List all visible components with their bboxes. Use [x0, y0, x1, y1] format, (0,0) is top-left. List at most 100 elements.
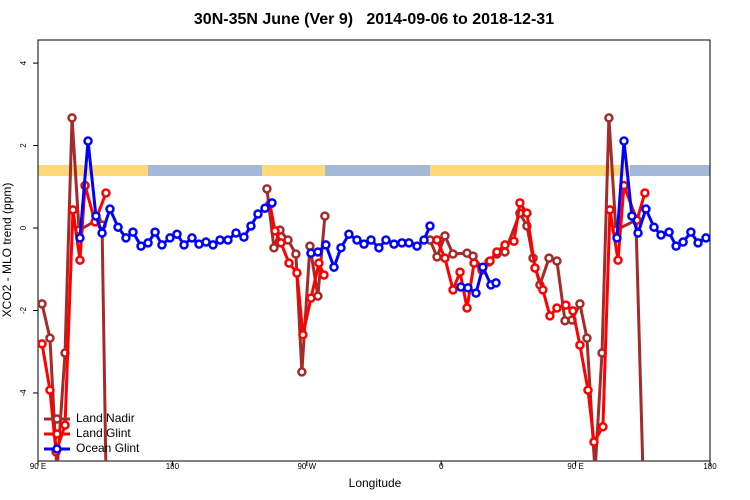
data-point — [440, 253, 450, 263]
plot-frame — [37, 39, 711, 462]
plot-area — [38, 113, 710, 475]
chart-title: 30N-35N June (Ver 9) 2014-09-06 to 2018-… — [194, 11, 554, 28]
x-tick-label: 180 — [166, 462, 180, 471]
land-strip — [262, 165, 325, 176]
x-tick-label: 0 — [439, 462, 444, 471]
data-point — [701, 233, 710, 243]
data-point — [686, 227, 696, 237]
y-tick-label: 2 — [19, 143, 28, 148]
data-point — [471, 288, 481, 298]
data-point — [678, 237, 688, 247]
data-point — [45, 333, 55, 343]
data-point — [269, 243, 279, 253]
data-point — [515, 198, 525, 208]
data-point — [344, 229, 354, 239]
data-point — [45, 385, 55, 395]
data-point — [102, 468, 109, 475]
data-point — [492, 247, 502, 257]
legend-label: Land Nadir — [76, 411, 135, 425]
data-point — [604, 113, 614, 123]
data-point — [298, 330, 308, 340]
data-point — [329, 262, 339, 272]
data-point — [462, 303, 472, 313]
data-point — [432, 235, 442, 245]
x-tick-label: 90 W — [297, 462, 316, 471]
data-point — [575, 340, 585, 350]
data-point — [313, 247, 323, 257]
land-strip — [38, 165, 148, 176]
data-point — [314, 258, 324, 268]
data-point — [320, 211, 330, 221]
data-point — [440, 231, 450, 241]
data-point — [404, 238, 414, 248]
data-point — [270, 226, 280, 236]
data-point — [150, 227, 160, 237]
legend-label: Ocean Glint — [76, 441, 140, 455]
y-tick-label: -2 — [19, 306, 28, 314]
data-point — [545, 311, 555, 321]
data-point — [552, 256, 562, 266]
legend-marker — [52, 429, 62, 439]
data-point — [297, 367, 307, 377]
data-point — [381, 235, 391, 245]
x-tick-label: 90 E — [30, 462, 46, 471]
data-point — [291, 249, 301, 259]
data-point — [582, 333, 592, 343]
data-point — [463, 283, 473, 293]
data-point — [633, 228, 643, 238]
data-point — [187, 233, 197, 243]
data-point — [284, 258, 294, 268]
data-point — [267, 198, 277, 208]
data-point — [157, 240, 167, 250]
data-point — [101, 188, 111, 198]
data-point — [522, 208, 532, 218]
data-point — [208, 240, 218, 250]
legend-label: Land Glint — [76, 426, 131, 440]
data-point — [262, 184, 272, 194]
data-point — [619, 136, 629, 146]
data-point — [412, 241, 422, 251]
data-point — [485, 256, 495, 266]
data-point — [223, 235, 233, 245]
data-point — [321, 240, 331, 250]
data-point — [432, 252, 442, 262]
x-axis-label: Longitude — [349, 476, 402, 490]
data-point — [419, 235, 429, 245]
data-point — [75, 255, 85, 265]
data-point — [306, 293, 316, 303]
data-point — [627, 211, 637, 221]
data-point — [53, 468, 60, 475]
ocean-strip — [38, 165, 710, 176]
data-point — [91, 211, 101, 221]
data-point — [231, 228, 241, 238]
data-point — [656, 230, 666, 240]
data-point — [239, 232, 249, 242]
data-point — [143, 238, 153, 248]
data-point — [592, 468, 599, 475]
x-tick-label: 90 E — [567, 462, 583, 471]
data-point — [478, 262, 488, 272]
data-point — [509, 236, 519, 246]
data-point — [500, 240, 510, 250]
data-point — [292, 268, 302, 278]
data-point — [179, 240, 189, 250]
data-point — [455, 267, 465, 277]
data-point — [561, 300, 571, 310]
data-point — [260, 203, 270, 213]
data-point — [128, 227, 138, 237]
data-point — [544, 253, 554, 263]
data-point — [552, 303, 562, 313]
data-point — [538, 285, 548, 295]
legend-marker — [52, 444, 62, 454]
data-point — [105, 204, 115, 214]
data-point — [246, 221, 256, 231]
data-point — [530, 263, 540, 273]
data-point — [75, 233, 85, 243]
y-tick-label: -4 — [19, 389, 28, 397]
y-tick-label: 4 — [19, 60, 28, 65]
data-point — [68, 205, 78, 215]
data-point — [121, 233, 131, 243]
data-point — [491, 278, 501, 288]
data-point — [366, 235, 376, 245]
